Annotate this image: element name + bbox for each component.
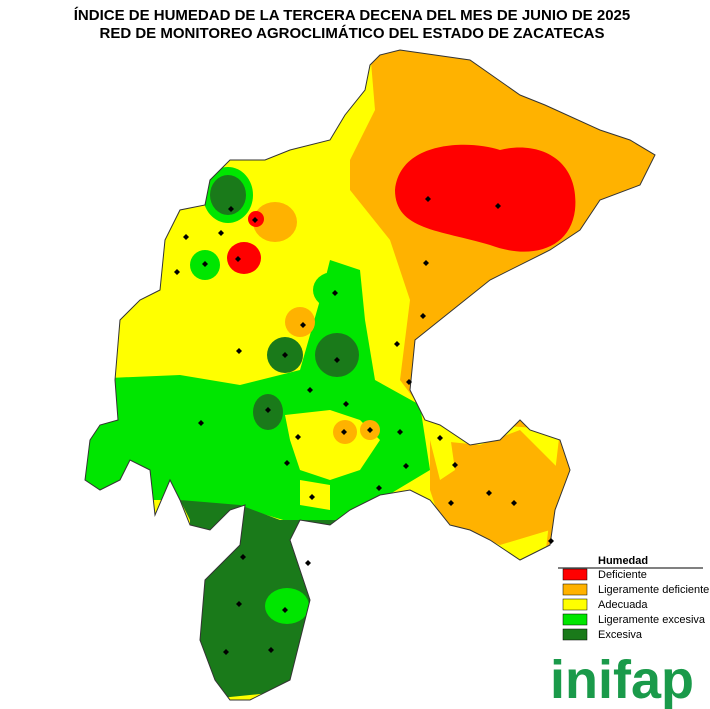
legend: Deficiente Ligeramente deficiente Adecuada…	[562, 568, 709, 641]
station	[198, 420, 204, 426]
zone	[395, 144, 576, 252]
station	[223, 649, 229, 655]
station	[300, 322, 306, 328]
station	[268, 647, 274, 653]
station	[452, 462, 458, 468]
station	[282, 352, 288, 358]
station	[202, 261, 208, 267]
station	[548, 538, 554, 544]
zone	[180, 500, 340, 700]
station	[228, 206, 234, 212]
zone	[210, 175, 246, 215]
station	[343, 401, 349, 407]
station	[240, 554, 246, 560]
station	[265, 407, 271, 413]
station	[341, 429, 347, 435]
station	[394, 341, 400, 347]
station	[406, 379, 412, 385]
station	[174, 269, 180, 275]
station	[295, 434, 301, 440]
station	[495, 203, 501, 209]
station	[367, 427, 373, 433]
station	[236, 348, 242, 354]
station	[183, 234, 189, 240]
zone	[285, 410, 380, 480]
zone	[265, 588, 309, 624]
title-line: RED DE MONITOREO AGROCLIMÁTICO DEL ESTAD…	[99, 25, 604, 42]
station	[332, 290, 338, 296]
legend-swatch	[562, 628, 588, 641]
legend-swatch	[562, 598, 588, 611]
zone	[315, 333, 359, 377]
zone	[313, 272, 353, 308]
zone	[227, 242, 261, 274]
station	[437, 435, 443, 441]
legend-label: Ligeramente excesiva	[598, 614, 706, 626]
zone	[285, 307, 315, 337]
station	[423, 260, 429, 266]
zone	[300, 480, 330, 510]
zone	[253, 202, 297, 242]
station	[511, 500, 517, 506]
station	[309, 494, 315, 500]
station	[420, 313, 426, 319]
title-line: ÍNDICE DE HUMEDAD DE LA TERCERA DECENA D…	[74, 7, 630, 24]
legend-title: Humedad	[598, 555, 648, 567]
station	[307, 387, 313, 393]
station	[425, 196, 431, 202]
legend-swatch	[562, 568, 588, 581]
legend-label: Excesiva	[598, 629, 643, 641]
station	[282, 607, 288, 613]
legend-label: Ligeramente deficiente	[598, 584, 709, 596]
station	[334, 357, 340, 363]
legend-swatch	[562, 613, 588, 626]
station	[486, 490, 492, 496]
station	[448, 500, 454, 506]
legend-swatch	[562, 583, 588, 596]
legend-label: Adecuada	[598, 599, 648, 611]
station	[376, 485, 382, 491]
station	[252, 217, 258, 223]
station	[305, 560, 311, 566]
station	[403, 463, 409, 469]
zone	[430, 430, 560, 545]
logo: inifap	[550, 650, 694, 709]
station	[236, 601, 242, 607]
station	[218, 230, 224, 236]
zone	[430, 435, 455, 480]
station	[235, 256, 241, 262]
legend-label: Deficiente	[598, 569, 647, 581]
stations	[174, 196, 554, 655]
station	[284, 460, 290, 466]
station	[397, 429, 403, 435]
